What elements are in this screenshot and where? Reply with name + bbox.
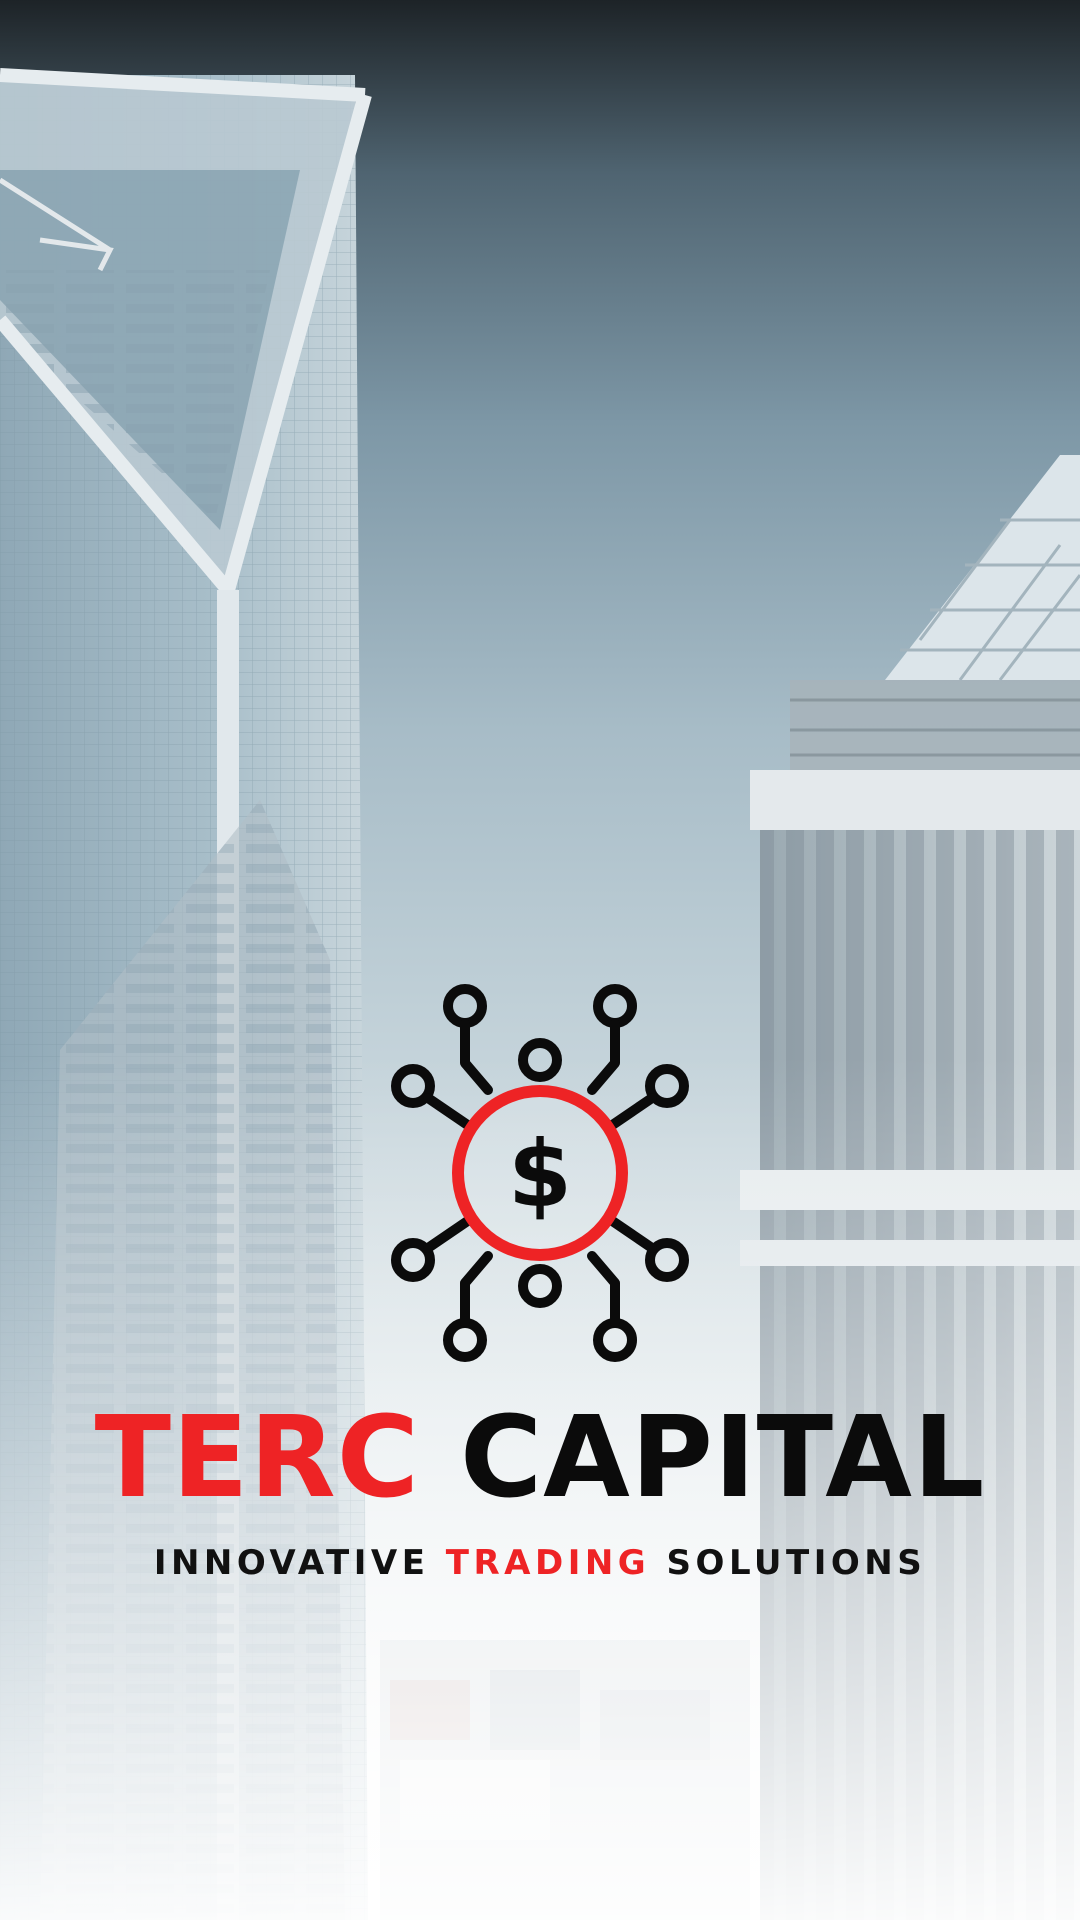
tagline-part3: SOLUTIONS xyxy=(666,1543,927,1583)
brand-name: TERC CAPITAL xyxy=(0,1388,1080,1528)
dollar-network-icon: $ xyxy=(391,984,689,1362)
brand-name-part1: TERC xyxy=(94,1393,420,1523)
dollar-symbol: $ xyxy=(508,1121,572,1228)
tagline-part2: TRADING xyxy=(445,1543,651,1583)
brand-name-part2: CAPITAL xyxy=(459,1393,986,1523)
brand-tagline: INNOVATIVE TRADING SOLUTIONS xyxy=(0,1538,1080,1588)
tagline-part1: INNOVATIVE xyxy=(153,1543,430,1583)
